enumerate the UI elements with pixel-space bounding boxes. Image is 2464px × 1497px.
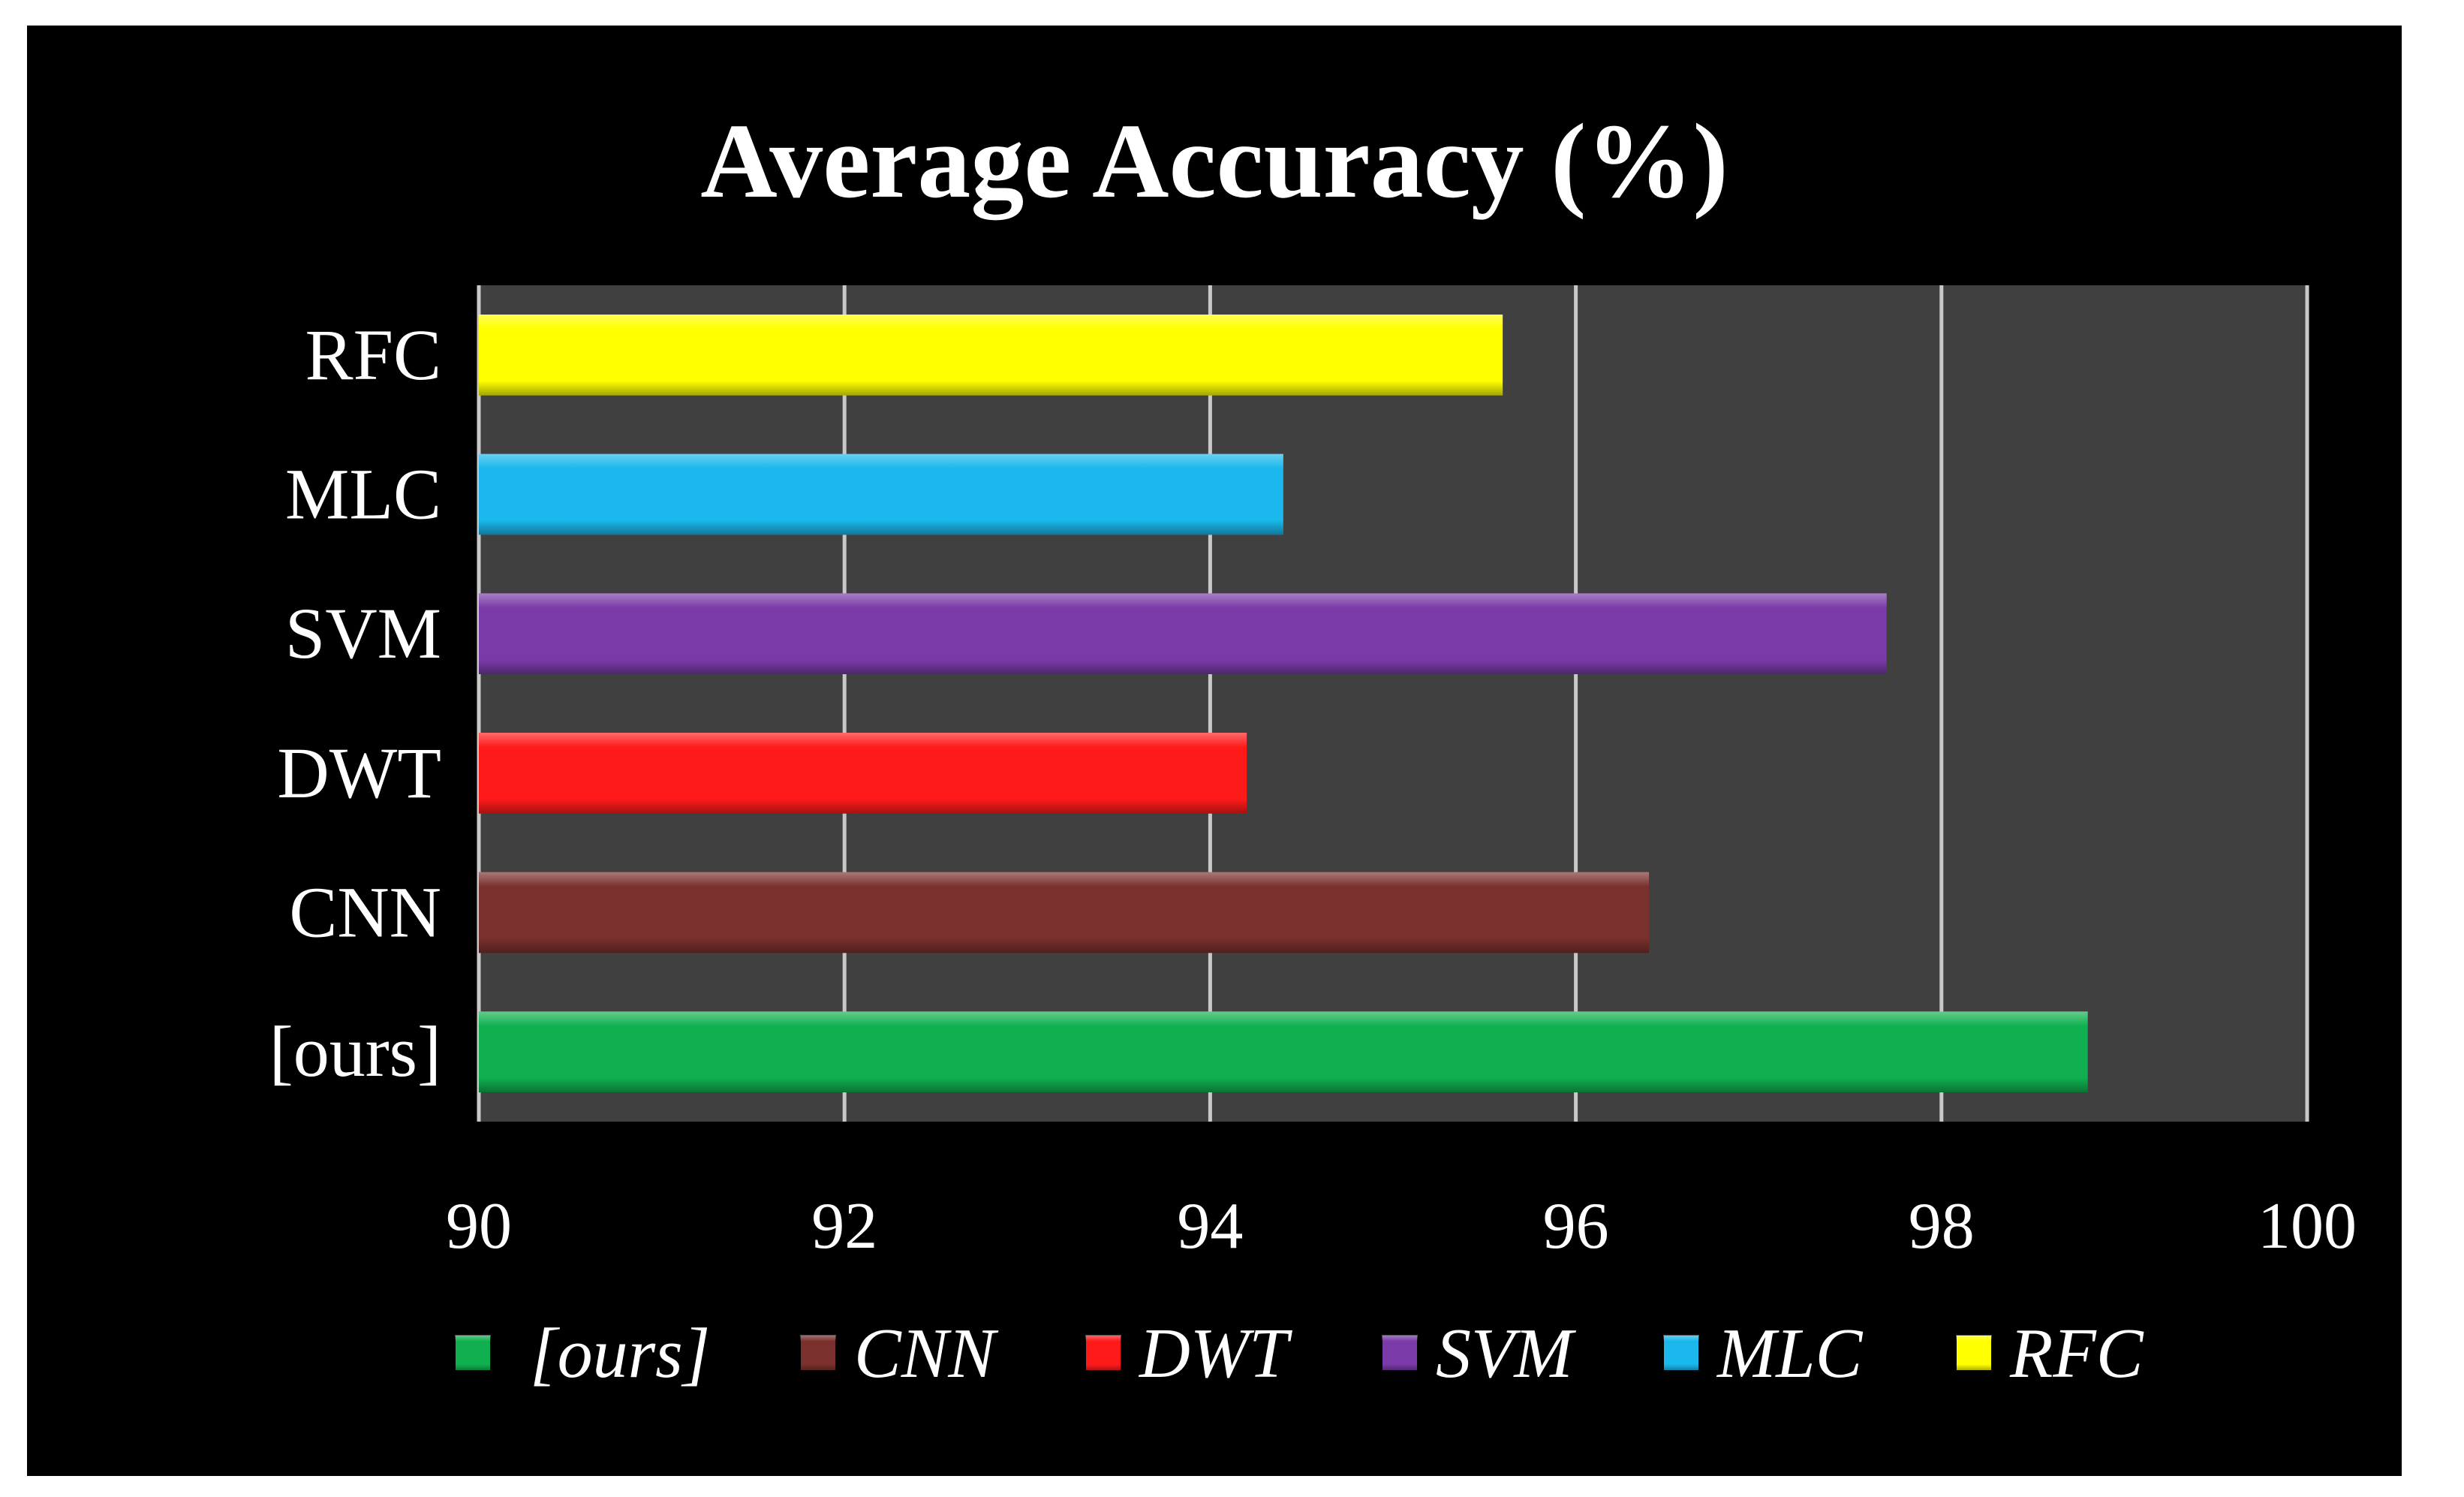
category-label: MLC — [285, 454, 441, 535]
bar-rfc — [479, 314, 1503, 396]
x-tick-label: 92 — [811, 1190, 877, 1263]
x-tick-label: 96 — [1543, 1190, 1609, 1263]
legend-label: MLC — [1716, 1315, 1864, 1393]
legend-label: DWT — [1138, 1315, 1292, 1393]
legend-label: [ours] — [530, 1315, 710, 1393]
x-tick-label: 98 — [1909, 1190, 1975, 1263]
legend: [ours] CNN DWT SVM MLC RFC — [454, 1315, 2144, 1393]
bar-cnn — [479, 872, 1650, 953]
legend-label: RFC — [2009, 1315, 2144, 1393]
bar-svm — [479, 593, 1887, 675]
category-labels: [ours] CNN DWT SVM MLC RFC — [269, 315, 441, 1092]
bar-mlc — [479, 453, 1283, 535]
chart-frame: Average Accuracy (%) [ours] CNN DWT SVM MLC R… — [27, 26, 2402, 1476]
legend-item: [ours] — [454, 1315, 710, 1393]
legend-item: MLC — [1662, 1315, 1864, 1393]
x-tick-labels: 90 92 94 96 98 100 — [446, 1190, 2357, 1263]
bar-dwt — [479, 732, 1247, 814]
bar-chart: Average Accuracy (%) [ours] CNN DWT SVM MLC R… — [269, 101, 2357, 1393]
bars — [479, 314, 2088, 1093]
legend-label: CNN — [854, 1315, 999, 1393]
legend-label: SVM — [1436, 1315, 1576, 1393]
x-tick-label: 100 — [2258, 1190, 2357, 1263]
legend-item: SVM — [1381, 1315, 1576, 1393]
category-label: SVM — [285, 593, 441, 673]
grid-lines — [477, 285, 2309, 1122]
category-label: CNN — [289, 872, 441, 953]
x-tick-label: 90 — [446, 1190, 512, 1263]
category-label: [ours] — [269, 1011, 441, 1092]
category-label: DWT — [277, 733, 441, 813]
legend-item: CNN — [799, 1315, 999, 1393]
plot-area — [479, 285, 2307, 1122]
legend-item: DWT — [1085, 1315, 1292, 1393]
bar-ours — [479, 1011, 2088, 1093]
category-label: RFC — [305, 315, 441, 395]
x-tick-label: 94 — [1177, 1190, 1243, 1263]
chart-title: Average Accuracy (%) — [700, 101, 1728, 220]
legend-item: RFC — [1955, 1315, 2144, 1393]
